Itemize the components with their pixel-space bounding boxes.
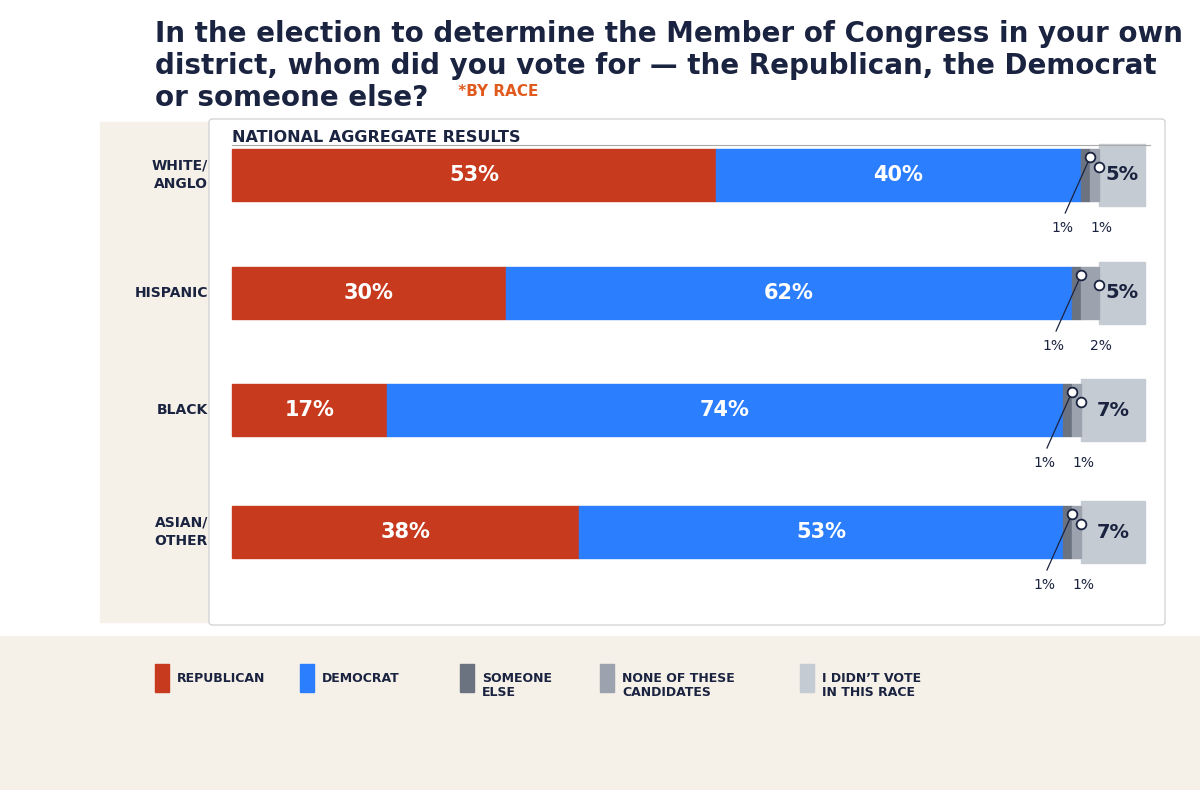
- Bar: [388, 384, 1063, 436]
- Text: DEMOCRAT: DEMOCRAT: [322, 672, 400, 686]
- Text: REPUBLICAN: REPUBLICAN: [178, 672, 265, 686]
- Text: 1%: 1%: [1033, 578, 1055, 592]
- Text: 1%: 1%: [1072, 578, 1094, 592]
- Text: 62%: 62%: [764, 283, 814, 303]
- Bar: [578, 506, 1063, 558]
- Text: 7%: 7%: [1097, 522, 1129, 541]
- Bar: [232, 267, 506, 319]
- Bar: [232, 149, 716, 201]
- Text: ELSE: ELSE: [482, 686, 516, 698]
- Bar: [800, 664, 814, 692]
- Text: 30%: 30%: [344, 283, 394, 303]
- Text: 7%: 7%: [1097, 401, 1129, 419]
- Bar: [1063, 384, 1072, 436]
- Bar: [1091, 149, 1099, 201]
- Text: district, whom did you vote for — the Republican, the Democrat: district, whom did you vote for — the Re…: [155, 52, 1157, 80]
- Bar: [1072, 384, 1081, 436]
- Text: 53%: 53%: [796, 522, 846, 542]
- Text: 40%: 40%: [874, 165, 924, 185]
- Text: CANDIDATES: CANDIDATES: [622, 686, 710, 698]
- Bar: [300, 664, 314, 692]
- Text: ASIAN/
OTHER: ASIAN/ OTHER: [155, 516, 208, 548]
- Text: or someone else?: or someone else?: [155, 84, 428, 112]
- Text: In the election to determine the Member of Congress in your own: In the election to determine the Member …: [155, 20, 1183, 48]
- Bar: [1099, 262, 1145, 324]
- Text: 17%: 17%: [284, 400, 335, 420]
- Bar: [460, 664, 474, 692]
- Text: 1%: 1%: [1072, 456, 1094, 470]
- Bar: [1081, 149, 1091, 201]
- Bar: [100, 122, 212, 622]
- Text: 1%: 1%: [1033, 456, 1055, 470]
- Bar: [1099, 144, 1145, 206]
- Bar: [1072, 506, 1081, 558]
- Bar: [600, 664, 614, 692]
- Bar: [1063, 506, 1072, 558]
- Text: 5%: 5%: [1105, 165, 1139, 185]
- Bar: [155, 664, 169, 692]
- Bar: [1081, 379, 1145, 441]
- Bar: [506, 267, 1072, 319]
- Bar: [1081, 501, 1145, 563]
- Text: BLACK: BLACK: [157, 403, 208, 417]
- Bar: [232, 506, 578, 558]
- Bar: [1072, 267, 1081, 319]
- Text: *BY RACE: *BY RACE: [454, 84, 539, 99]
- Text: 2%: 2%: [1091, 339, 1112, 353]
- Bar: [1081, 267, 1099, 319]
- Bar: [0, 0, 1200, 635]
- Text: IN THIS RACE: IN THIS RACE: [822, 686, 916, 698]
- Bar: [232, 384, 388, 436]
- Text: WHITE/
ANGLO: WHITE/ ANGLO: [151, 159, 208, 191]
- Text: 74%: 74%: [700, 400, 750, 420]
- Text: 53%: 53%: [449, 165, 499, 185]
- Text: 1%: 1%: [1042, 339, 1064, 353]
- FancyBboxPatch shape: [209, 119, 1165, 625]
- Text: HISPANIC: HISPANIC: [134, 286, 208, 300]
- Text: 38%: 38%: [380, 522, 431, 542]
- Text: SOMEONE: SOMEONE: [482, 672, 552, 686]
- Text: NATIONAL AGGREGATE RESULTS: NATIONAL AGGREGATE RESULTS: [232, 130, 521, 145]
- Text: 5%: 5%: [1105, 284, 1139, 303]
- Text: I DIDN’T VOTE: I DIDN’T VOTE: [822, 672, 922, 686]
- Text: NONE OF THESE: NONE OF THESE: [622, 672, 734, 686]
- Bar: [716, 149, 1081, 201]
- Text: 1%: 1%: [1051, 221, 1073, 235]
- Text: 1%: 1%: [1091, 221, 1112, 235]
